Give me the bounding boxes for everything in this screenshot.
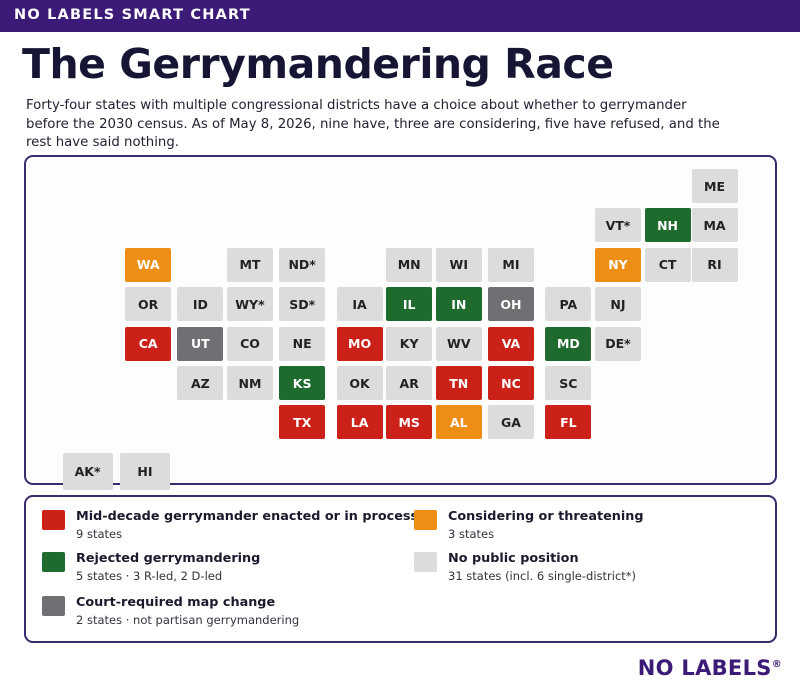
legend-swatch-rejected <box>42 552 65 572</box>
state-tile-wv: WV <box>435 326 482 361</box>
legend-subtitle: 5 states · 3 R-led, 2 D-led <box>76 569 223 583</box>
state-tile-or: OR <box>125 287 172 322</box>
legend-subtitle: 2 states · not partisan gerrymandering <box>76 613 300 627</box>
state-tile-wy: WY* <box>226 287 273 322</box>
state-tile-co: CO <box>226 326 273 361</box>
state-tile-la: LA <box>336 405 383 440</box>
state-tile-nj: NJ <box>594 287 641 322</box>
brand-name: NO LABELS <box>637 656 772 680</box>
state-tile-fl: FL <box>545 405 592 440</box>
legend-title: No public position <box>448 551 579 566</box>
banner-label: NO LABELS SMART CHART <box>14 7 251 23</box>
state-tile-ga: GA <box>487 405 534 440</box>
state-tile-me: ME <box>691 169 738 203</box>
state-tile-oh: OH <box>487 287 534 322</box>
state-tile-ky: KY <box>386 326 433 361</box>
state-tile-ri: RI <box>691 247 738 282</box>
legend-panel: Mid-decade gerrymander enacted or in pro… <box>24 495 777 643</box>
state-tile-tx: TX <box>279 405 326 440</box>
legend-title: Mid-decade gerrymander enacted or in pro… <box>76 509 419 524</box>
state-tile-mi: MI <box>487 247 534 282</box>
legend-title: Considering or threatening <box>448 509 644 524</box>
legend-swatch-considering <box>414 510 437 530</box>
legend-title: Rejected gerrymandering <box>76 551 261 566</box>
state-tile-md: MD <box>545 326 592 361</box>
state-tile-va: VA <box>487 326 534 361</box>
state-tile-ct: CT <box>644 247 691 282</box>
state-tile-ks: KS <box>279 366 326 400</box>
state-tile-sd: SD* <box>279 287 326 322</box>
legend-subtitle: 3 states <box>448 527 495 541</box>
legend-swatch-none <box>414 552 437 572</box>
state-tile-ar: AR <box>386 366 433 400</box>
state-tile-tn: TN <box>435 366 482 400</box>
state-tile-ny: NY <box>594 247 641 282</box>
page-title: The Gerrymandering Race <box>22 40 614 88</box>
state-tile-al: AL <box>435 405 482 440</box>
state-tile-ma: MA <box>691 208 738 243</box>
legend-swatch-enacted <box>42 510 65 530</box>
state-tile-nh: NH <box>644 208 691 243</box>
state-tile-in: IN <box>435 287 482 322</box>
state-tile-id: ID <box>177 287 224 322</box>
page-subtitle: Forty-four states with multiple congress… <box>26 98 720 150</box>
state-tile-wa: WA <box>125 247 172 282</box>
tile-map-panel: ME VT* NH MA WA MT ND* MN WI MI NY CT RI OR ID WY* SD* IA… <box>24 155 777 490</box>
state-tile-il: IL <box>386 287 433 322</box>
legend-subtitle: 9 states <box>76 527 123 541</box>
state-tile-mt: MT <box>226 247 273 282</box>
state-tile-mo: MO <box>336 326 383 361</box>
state-tile-wi: WI <box>435 247 482 282</box>
brand-logo: NO LABELS® <box>638 656 782 680</box>
state-tile-ia: IA <box>336 287 383 322</box>
legend-title: Court-required map change <box>76 595 276 610</box>
state-tile-ok: OK <box>336 366 383 400</box>
state-tile-hi: HI <box>119 452 170 490</box>
state-tile-az: AZ <box>177 366 224 400</box>
state-tile-ca: CA <box>125 326 172 361</box>
state-tile-sc: SC <box>545 366 592 400</box>
top-banner: NO LABELS SMART CHART <box>0 0 800 32</box>
state-tile-ms: MS <box>386 405 433 440</box>
state-tile-ne: NE <box>279 326 326 361</box>
state-tile-nm: NM <box>226 366 273 400</box>
state-tile-pa: PA <box>545 287 592 322</box>
registered-mark: ® <box>771 659 782 670</box>
state-tile-ut: UT <box>177 326 224 361</box>
state-tile-nd: ND* <box>279 247 326 282</box>
state-tile-vt: VT* <box>594 208 641 243</box>
state-tile-nc: NC <box>487 366 534 400</box>
legend-subtitle: 31 states (incl. 6 single-district*) <box>448 569 637 583</box>
state-tile-mn: MN <box>386 247 433 282</box>
state-tile-de: DE* <box>594 326 641 361</box>
legend-swatch-court <box>42 596 65 616</box>
state-tile-ak: AK* <box>62 452 113 490</box>
